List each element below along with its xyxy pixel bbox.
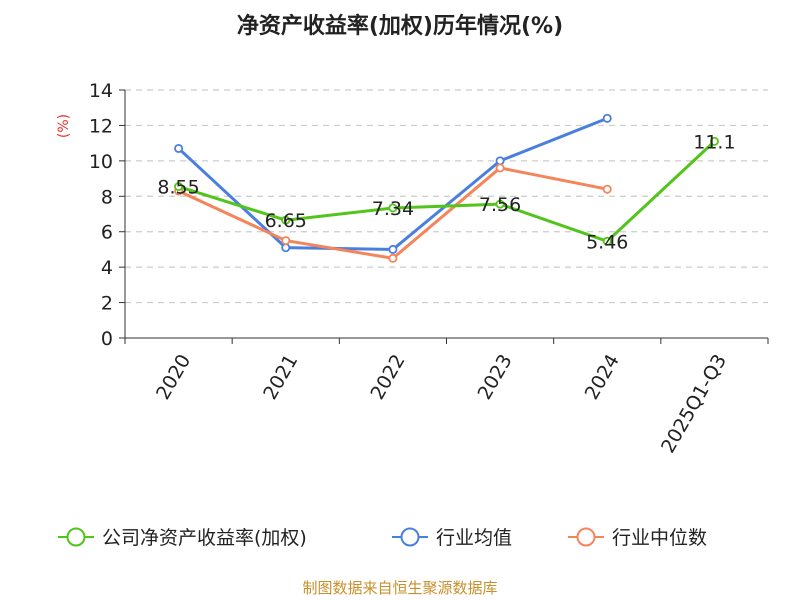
- x-tick-label-2020: 2020: [152, 351, 195, 404]
- y-axis-label: (%): [56, 114, 72, 138]
- x-tick-label-2024: 2024: [581, 351, 624, 404]
- x-tick-label-2023: 2023: [474, 351, 517, 404]
- y-tick-label-14: 14: [89, 80, 113, 102]
- point-1-0: [174, 143, 184, 153]
- y-tick-label-4: 4: [101, 257, 113, 279]
- point-0-2: [388, 203, 398, 213]
- chart-title: 净资产收益率(加权)历年情况(%): [237, 13, 563, 39]
- y-tick-label-8: 8: [101, 186, 113, 208]
- data-label-0: 8.55: [157, 177, 199, 199]
- x-tick-label-2021: 2021: [259, 351, 302, 404]
- point-2-1: [281, 236, 291, 246]
- series-lines: [174, 113, 719, 263]
- point-1-2: [388, 244, 398, 254]
- point-2-2: [388, 253, 398, 263]
- source-note: 制图数据来自恒生聚源数据库: [302, 579, 497, 597]
- y-tick-label-2: 2: [101, 293, 113, 315]
- legend-marker-0: [66, 527, 86, 547]
- point-2-3: [495, 163, 505, 173]
- series-line-0: [178, 140, 716, 243]
- legend-label-0: 公司净资产收益率(加权): [102, 527, 307, 549]
- y-tick-label-12: 12: [89, 115, 113, 137]
- point-0-5: [709, 136, 719, 146]
- legend-marker-1: [400, 527, 420, 547]
- point-0-3: [495, 199, 505, 209]
- grid-lines: [125, 89, 768, 304]
- legend: 公司净资产收益率(加权) 行业均值 行业中位数: [58, 527, 707, 549]
- point-0-1: [281, 215, 291, 225]
- data-label-4: 5.46: [586, 231, 628, 253]
- x-tick-label-2022: 2022: [366, 351, 409, 404]
- data-labels: 8.55 6.65 7.34 7.56 5.46 11.1: [157, 131, 735, 253]
- y-tick-label-6: 6: [101, 222, 113, 244]
- x-tick-label-2025q1-q3: 2025Q1-Q3: [657, 351, 731, 457]
- legend-label-2: 行业中位数: [612, 527, 707, 549]
- data-label-1: 6.65: [265, 210, 307, 232]
- point-1-3: [495, 156, 505, 166]
- legend-label-1: 行业均值: [436, 527, 512, 549]
- y-tick-label-10: 10: [89, 151, 113, 173]
- series-line-1: [177, 116, 608, 251]
- data-label-5: 11.1: [693, 131, 735, 153]
- point-1-1: [281, 243, 291, 253]
- point-0-4: [602, 236, 612, 246]
- point-1-4: [602, 113, 612, 123]
- point-2-4: [602, 184, 612, 194]
- data-label-2: 7.34: [372, 198, 414, 220]
- axes: 0 2 4 6 8 10 12 14 2020 2021 2022 2023 2024 2025Q1-Q3: [89, 80, 769, 457]
- data-label-3: 7.56: [479, 194, 521, 216]
- y-tick-label-0: 0: [101, 328, 113, 350]
- legend-marker-2: [576, 527, 596, 547]
- point-0-0: [174, 182, 184, 192]
